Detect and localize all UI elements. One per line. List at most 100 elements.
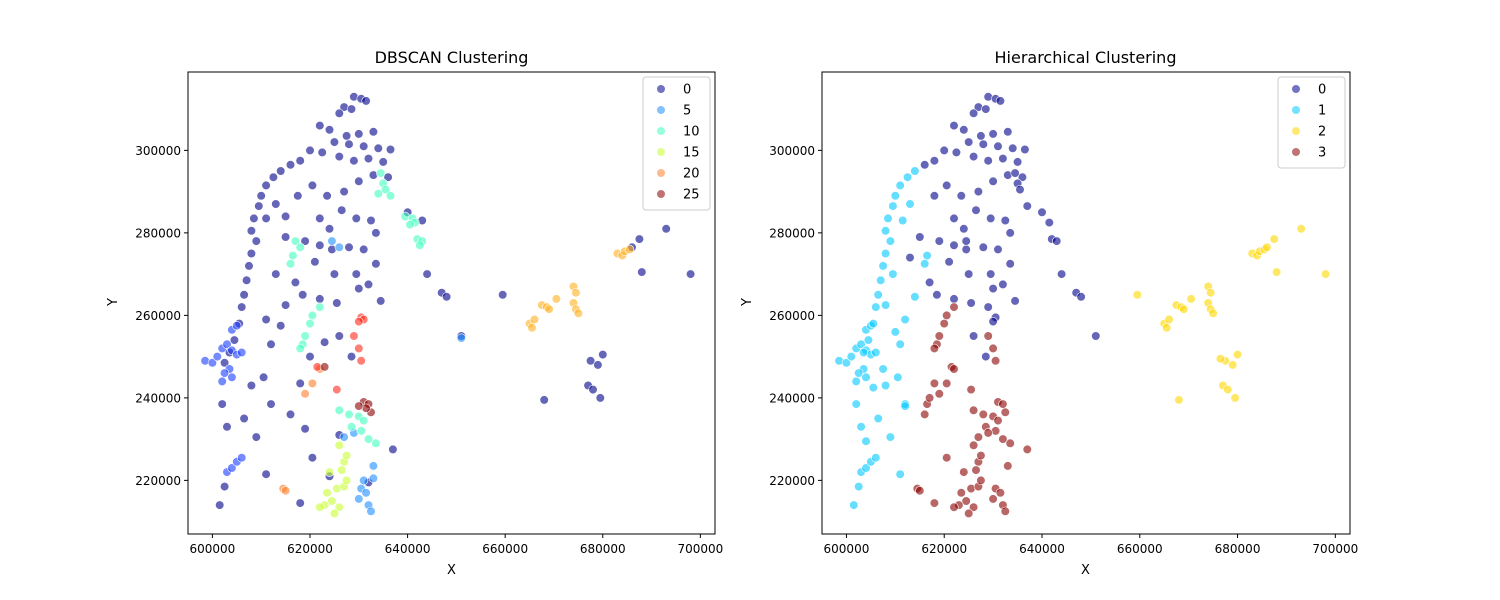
legend: 0 5 10 15 20 25 <box>642 76 711 211</box>
data-point <box>588 385 598 395</box>
x-tick-label: 680000 <box>1215 542 1261 556</box>
data-point <box>249 213 259 223</box>
data-point <box>227 463 237 473</box>
data-point <box>356 426 366 436</box>
data-point <box>1000 407 1010 417</box>
data-point <box>378 157 388 167</box>
data-point <box>310 257 320 267</box>
data-point <box>1206 288 1216 298</box>
data-point <box>1000 215 1010 226</box>
data-point <box>934 236 944 246</box>
data-point <box>595 393 605 403</box>
data-point <box>315 302 325 312</box>
data-point <box>1208 308 1218 318</box>
data-point <box>268 172 279 182</box>
data-point <box>349 156 359 166</box>
data-point <box>890 191 900 201</box>
data-point <box>1272 267 1282 277</box>
chart-dbscan: DBSCAN Clustering X Y 600000 620000 640000… <box>106 48 723 578</box>
data-point <box>983 156 993 166</box>
series-0 <box>215 92 696 510</box>
data-point <box>1230 393 1240 403</box>
data-point <box>261 180 271 190</box>
data-point <box>307 378 318 389</box>
data-point <box>968 502 979 512</box>
data-point <box>956 191 966 201</box>
data-point <box>868 383 878 393</box>
data-point <box>415 240 425 250</box>
data-point <box>217 376 227 387</box>
data-point <box>964 508 974 519</box>
data-point <box>1215 354 1225 364</box>
data-point <box>1008 143 1018 153</box>
data-point <box>929 191 940 201</box>
x-tick-label: 600000 <box>824 542 870 556</box>
data-point <box>856 422 866 432</box>
data-point <box>878 261 888 271</box>
data-point <box>349 331 359 341</box>
data-point <box>315 120 325 131</box>
plot-frame <box>187 71 716 535</box>
data-point <box>344 242 354 252</box>
data-point <box>334 108 344 118</box>
data-point <box>634 234 645 244</box>
data-point <box>315 502 325 512</box>
data-point <box>898 215 908 226</box>
data-point <box>880 380 891 391</box>
data-point <box>976 451 986 461</box>
legend-marker <box>656 105 666 115</box>
legend: 0 1 2 3 <box>1277 76 1346 169</box>
data-point <box>998 434 1008 444</box>
data-point <box>910 166 920 176</box>
y-axis-label: Y <box>106 298 121 307</box>
y-tick-label: 260000 <box>769 309 815 323</box>
data-point <box>344 409 354 420</box>
data-point <box>905 199 915 209</box>
data-point <box>915 232 925 242</box>
data-point <box>363 154 374 164</box>
data-point <box>527 323 537 333</box>
data-point <box>383 172 393 182</box>
data-point <box>895 469 905 479</box>
data-point <box>288 251 298 261</box>
data-point <box>539 395 549 405</box>
data-point <box>295 242 305 252</box>
data-point <box>976 475 986 486</box>
data-point <box>949 502 959 512</box>
data-point <box>971 465 981 475</box>
data-point <box>1000 506 1010 516</box>
data-point <box>334 331 344 341</box>
data-point <box>951 147 962 157</box>
data-point <box>261 469 271 479</box>
data-point <box>924 277 935 288</box>
data-point <box>895 339 905 349</box>
data-point <box>307 180 318 190</box>
y-tick-label: 280000 <box>135 226 181 240</box>
data-point <box>290 277 301 288</box>
data-point <box>295 343 305 354</box>
data-point <box>964 137 974 147</box>
data-point <box>368 473 379 483</box>
data-point <box>298 290 308 300</box>
series-3 <box>285 168 427 448</box>
series-8 <box>320 362 376 417</box>
data-point <box>239 413 249 424</box>
data-point <box>320 362 330 372</box>
data-point <box>212 352 222 362</box>
data-point <box>890 327 900 337</box>
data-point <box>363 279 374 290</box>
data-point <box>863 335 874 345</box>
data-point <box>261 213 271 223</box>
data-point <box>371 438 381 448</box>
data-point <box>873 413 883 424</box>
data-point <box>271 199 281 209</box>
data-point <box>320 337 330 347</box>
legend-label: 15 <box>683 146 700 161</box>
data-point <box>998 399 1008 409</box>
data-point <box>300 424 310 434</box>
legend-frame <box>1277 76 1346 169</box>
data-point <box>1005 228 1015 238</box>
data-point <box>342 475 352 486</box>
data-point <box>346 422 357 432</box>
series-1 <box>834 166 932 510</box>
